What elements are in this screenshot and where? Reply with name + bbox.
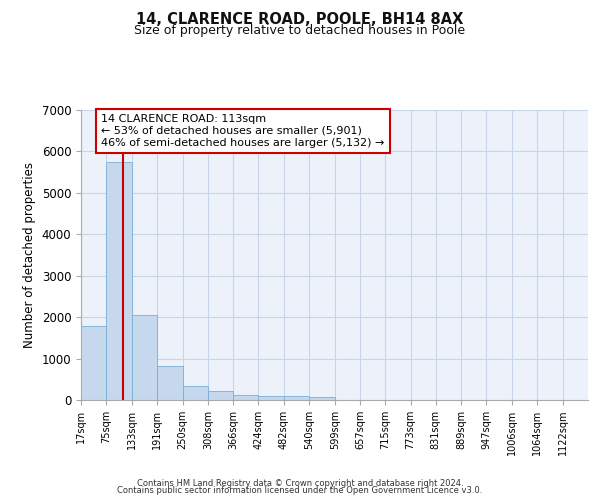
Bar [208,391,233,400]
Bar [284,396,309,400]
Bar [182,386,208,400]
Bar [81,326,106,400]
Bar [233,395,259,400]
Text: Size of property relative to detached houses in Poole: Size of property relative to detached ho… [134,24,466,37]
Text: 14, CLARENCE ROAD, POOLE, BH14 8AX: 14, CLARENCE ROAD, POOLE, BH14 8AX [136,12,464,28]
Text: Contains public sector information licensed under the Open Government Licence v3: Contains public sector information licen… [118,486,482,495]
Bar [309,397,335,400]
Text: Contains HM Land Registry data © Crown copyright and database right 2024.: Contains HM Land Registry data © Crown c… [137,478,463,488]
Bar [131,314,157,400]
Bar [157,366,182,400]
Bar [259,396,284,400]
Bar [106,162,131,400]
Text: 14 CLARENCE ROAD: 113sqm
← 53% of detached houses are smaller (5,901)
46% of sem: 14 CLARENCE ROAD: 113sqm ← 53% of detach… [101,114,385,148]
Y-axis label: Number of detached properties: Number of detached properties [23,162,36,348]
